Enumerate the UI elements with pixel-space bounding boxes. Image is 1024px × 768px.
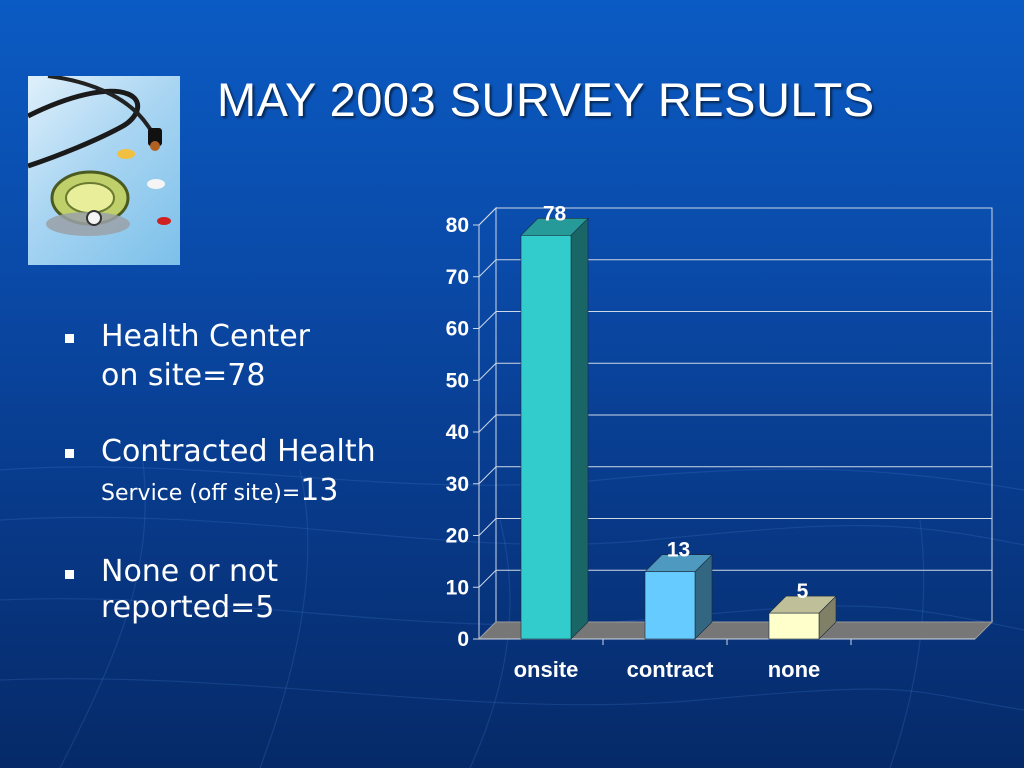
bar-chart: 0 10 20 30 40 50 60 70 80 78 onsite 13 contract 5 none [446,202,994,682]
y-tick-label: 80 [446,214,469,237]
bullet-value: 13 [300,473,339,508]
y-tick-label: 30 [446,473,469,496]
data-label: 13 [667,539,690,562]
y-tick-label: 50 [446,369,469,392]
x-category-label: contract [627,657,714,682]
stethoscope-image [28,76,180,265]
bullet-text: Contracted Health [101,434,376,469]
y-tick-label: 0 [457,628,469,651]
x-category-label: onsite [514,657,579,682]
stethoscope-icon [28,76,171,236]
bullet-text: Health Center [101,319,311,354]
x-category-label: none [768,657,821,682]
gridline-side [478,414,497,433]
gridline-side [478,259,497,278]
bullet-none: None or not reported=5 [62,554,432,626]
data-label: 5 [797,580,809,603]
y-tick-label: 70 [446,266,469,289]
bullet-text: None or not [101,554,279,589]
gridline-side [478,362,497,381]
bullet-text: reported=5 [101,590,275,625]
bullet-marker [65,334,74,343]
gridline-side [478,569,497,588]
y-tick-label: 60 [446,318,469,341]
data-label: 78 [543,202,567,225]
bar-side-onsite [570,217,589,640]
bar-contract [644,571,696,640]
bullet-marker [65,570,74,579]
bar-none [768,612,820,640]
slide-title: MAY 2003 SURVEY RESULTS [217,73,875,126]
y-tick-label: 10 [446,576,469,599]
gridline-side [478,207,497,226]
bullet-text: Service (off site)= [101,481,301,506]
bar-onsite [520,235,572,640]
gridline-side [478,466,497,485]
bullet-list: Health Center on site=78 Contracted Heal… [62,318,432,626]
y-tick-label: 40 [446,421,469,444]
bullet-health-center: Health Center on site=78 [62,318,432,396]
gridline-side [478,518,497,536]
bullet-text: on site=78 [101,358,266,393]
gridline-side [478,311,497,329]
bullet-marker [65,449,74,458]
y-tick-label: 20 [446,525,469,548]
bullet-contracted-health: Contracted Health Service (off site)=13 [62,433,432,514]
